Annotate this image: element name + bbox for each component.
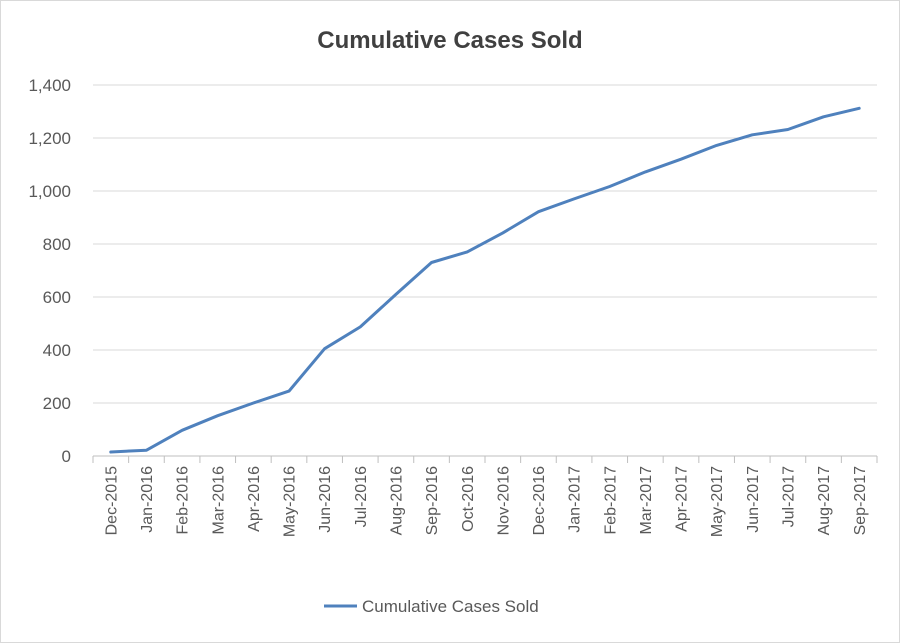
gridlines: [93, 84, 877, 457]
y-tick-label: 1,000: [28, 182, 71, 201]
x-tick-label: Aug-2016: [389, 466, 406, 535]
x-tick-label: Dec-2015: [103, 466, 120, 535]
y-tick-label: 600: [43, 288, 71, 307]
legend: Cumulative Cases Sold: [324, 597, 539, 616]
x-tick-label: Jul-2017: [781, 466, 798, 527]
y-axis-ticks: 0 200 400 600 800 1,000 1,200 1,400: [28, 76, 71, 466]
series-lines: [109, 106, 861, 454]
y-tick-label: 200: [43, 394, 71, 413]
x-tick-label: Apr-2016: [246, 466, 263, 532]
y-tick-label: 400: [43, 341, 71, 360]
y-tick-label: 1,200: [28, 129, 71, 148]
x-tick-label: Dec-2016: [531, 466, 548, 535]
x-tick-label: Sep-2016: [424, 466, 441, 535]
legend-entry: Cumulative Cases Sold: [362, 597, 539, 616]
x-tick-label: May-2016: [282, 466, 299, 537]
chart-title: Cumulative Cases Sold: [317, 27, 582, 54]
x-tick-label: Jun-2017: [745, 466, 762, 533]
x-tick-label: Jan-2016: [139, 466, 156, 533]
x-tick-label: Mar-2017: [638, 466, 655, 535]
x-tick-label: Aug-2017: [816, 466, 833, 535]
x-tick-label: Feb-2017: [602, 466, 619, 535]
y-tick-label: 800: [43, 235, 71, 254]
x-tick-label: Oct-2016: [460, 466, 477, 532]
x-tick-label: May-2017: [709, 466, 726, 537]
x-tick-label: Feb-2016: [175, 466, 192, 535]
x-tick-label: Sep-2017: [852, 466, 869, 535]
x-tick-label: Apr-2017: [674, 466, 691, 532]
x-tick-label: Jun-2016: [317, 466, 334, 533]
y-tick-label: 0: [62, 447, 71, 466]
x-axis-ticks: Dec-2015 Jan-2016 Feb-2016 Mar-2016 Apr-2016…: [92, 456, 878, 537]
series-line: [109, 106, 861, 454]
x-tick-label: Nov-2016: [495, 466, 512, 535]
x-tick-label: Jul-2016: [353, 466, 370, 527]
x-tick-label: Jan-2017: [567, 466, 584, 533]
x-tick-label: Mar-2016: [210, 466, 227, 535]
y-tick-label: 1,400: [28, 76, 71, 95]
